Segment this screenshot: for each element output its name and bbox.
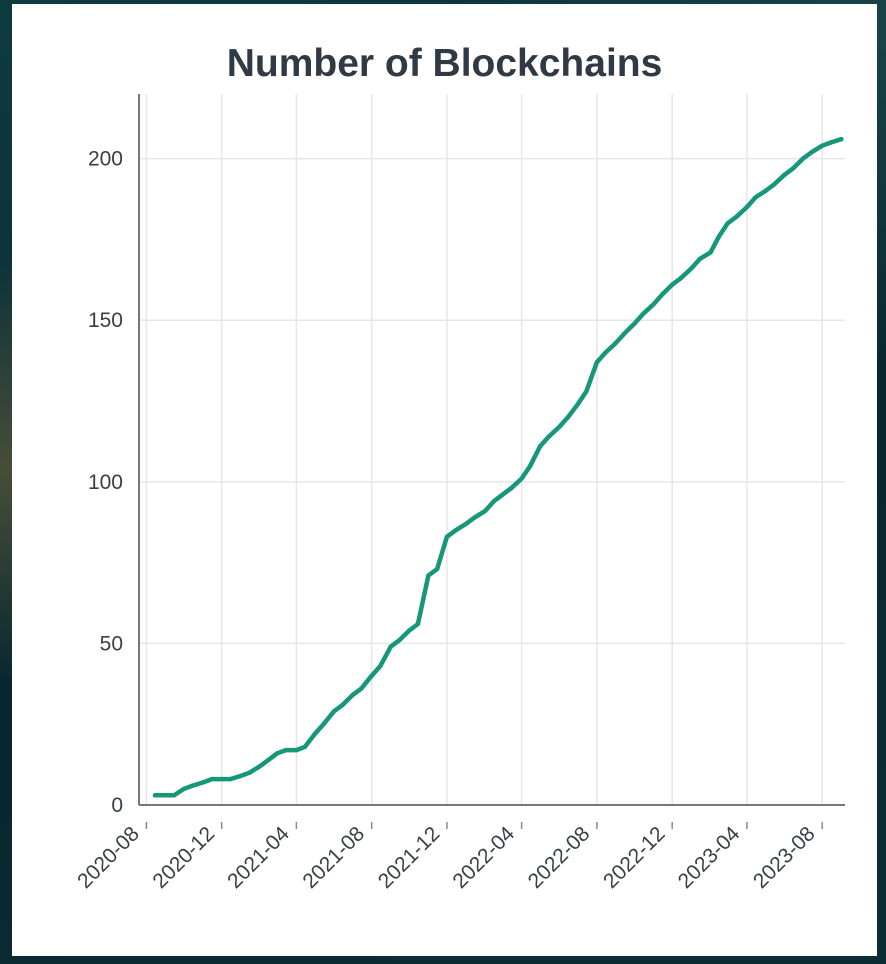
data-point (708, 250, 713, 255)
data-point (584, 389, 589, 394)
data-point (632, 321, 637, 326)
data-point (809, 150, 814, 155)
data-point (190, 783, 195, 788)
x-tick-label: 2020-12 (148, 822, 219, 893)
data-point (651, 301, 656, 307)
data-point (238, 773, 243, 779)
data-point (483, 508, 488, 514)
data-point (209, 776, 214, 782)
data-point (791, 166, 796, 171)
y-tick-label: 0 (111, 794, 123, 817)
data-point (839, 137, 844, 142)
data-point (369, 673, 374, 678)
data-point (697, 256, 703, 261)
data-point (266, 757, 271, 762)
data-point (537, 444, 543, 449)
series-group (152, 136, 844, 798)
data-point (434, 566, 440, 572)
data-point (340, 702, 345, 707)
data-point (257, 764, 263, 769)
data-point (546, 434, 551, 439)
x-tick-label: 2023-08 (749, 822, 820, 893)
data-point (508, 486, 514, 491)
x-tick-label: 2020-08 (73, 822, 144, 893)
data-point (744, 204, 750, 210)
data-point (453, 528, 458, 533)
chart-svg: 0 50 100 150 200 2020-08 2020-12 2021-04 2021-08… (73, 94, 845, 893)
data-point (820, 143, 825, 148)
data-point (181, 786, 187, 791)
data-point (678, 276, 683, 281)
data-point (472, 515, 477, 520)
data-point (565, 415, 571, 420)
data-point (716, 234, 722, 239)
data-point (321, 722, 326, 727)
y-tick-label: 200 (88, 148, 123, 171)
data-point (575, 402, 580, 407)
data-point (491, 499, 497, 504)
series-line (152, 136, 844, 798)
data-point (163, 793, 168, 798)
data-point (603, 350, 608, 355)
data-point (415, 621, 421, 627)
y-tick-label: 50 (100, 632, 123, 655)
y-tick-label: 150 (88, 309, 123, 332)
data-point (771, 182, 777, 187)
x-tick-label: 2021-08 (298, 822, 369, 893)
data-point (641, 311, 646, 316)
x-tick-label: 2022-04 (448, 822, 519, 893)
data-point (594, 360, 600, 365)
data-point (331, 709, 337, 714)
data-point (219, 776, 224, 782)
data-point (444, 534, 450, 539)
data-point (294, 747, 299, 753)
data-point (228, 776, 233, 782)
x-tick-label: 2023-04 (674, 822, 745, 893)
data-point (378, 663, 383, 669)
data-point (557, 424, 562, 430)
x-tick-label: 2022-12 (599, 822, 670, 893)
x-tick-label: 2021-12 (374, 822, 445, 893)
data-point (763, 188, 768, 194)
x-tick-label: 2021-04 (223, 822, 294, 893)
data-point (725, 221, 730, 226)
data-point (689, 266, 694, 271)
data-point (828, 140, 833, 145)
data-point (397, 638, 402, 643)
data-point (302, 744, 308, 749)
data-point (528, 463, 533, 468)
data-point (660, 292, 665, 297)
data-point (500, 492, 505, 497)
data-point (172, 793, 177, 798)
axes (138, 94, 845, 829)
data-point (407, 628, 412, 633)
data-point (753, 195, 758, 200)
data-point (247, 770, 252, 775)
data-point (426, 573, 431, 578)
data-point (283, 747, 289, 753)
data-point (388, 644, 393, 649)
data-point (201, 780, 206, 785)
data-point (350, 692, 355, 698)
data-point (152, 793, 158, 798)
chart-card: Number of Blockchains 0 50 100 150 200 2020-0… (12, 4, 877, 956)
y-tick-label: 100 (88, 471, 123, 494)
data-point (622, 331, 627, 336)
data-point (519, 476, 524, 481)
data-point (800, 156, 806, 161)
data-point (734, 214, 739, 219)
grid (139, 94, 845, 805)
x-tick-label: 2022-08 (524, 822, 595, 893)
data-point (463, 521, 469, 526)
data-point (782, 172, 787, 177)
chart-title: Number of Blockchains (226, 42, 663, 85)
data-point (670, 282, 675, 287)
data-point (312, 731, 318, 737)
data-point (275, 751, 280, 756)
data-point (359, 686, 364, 691)
data-point (613, 340, 619, 345)
